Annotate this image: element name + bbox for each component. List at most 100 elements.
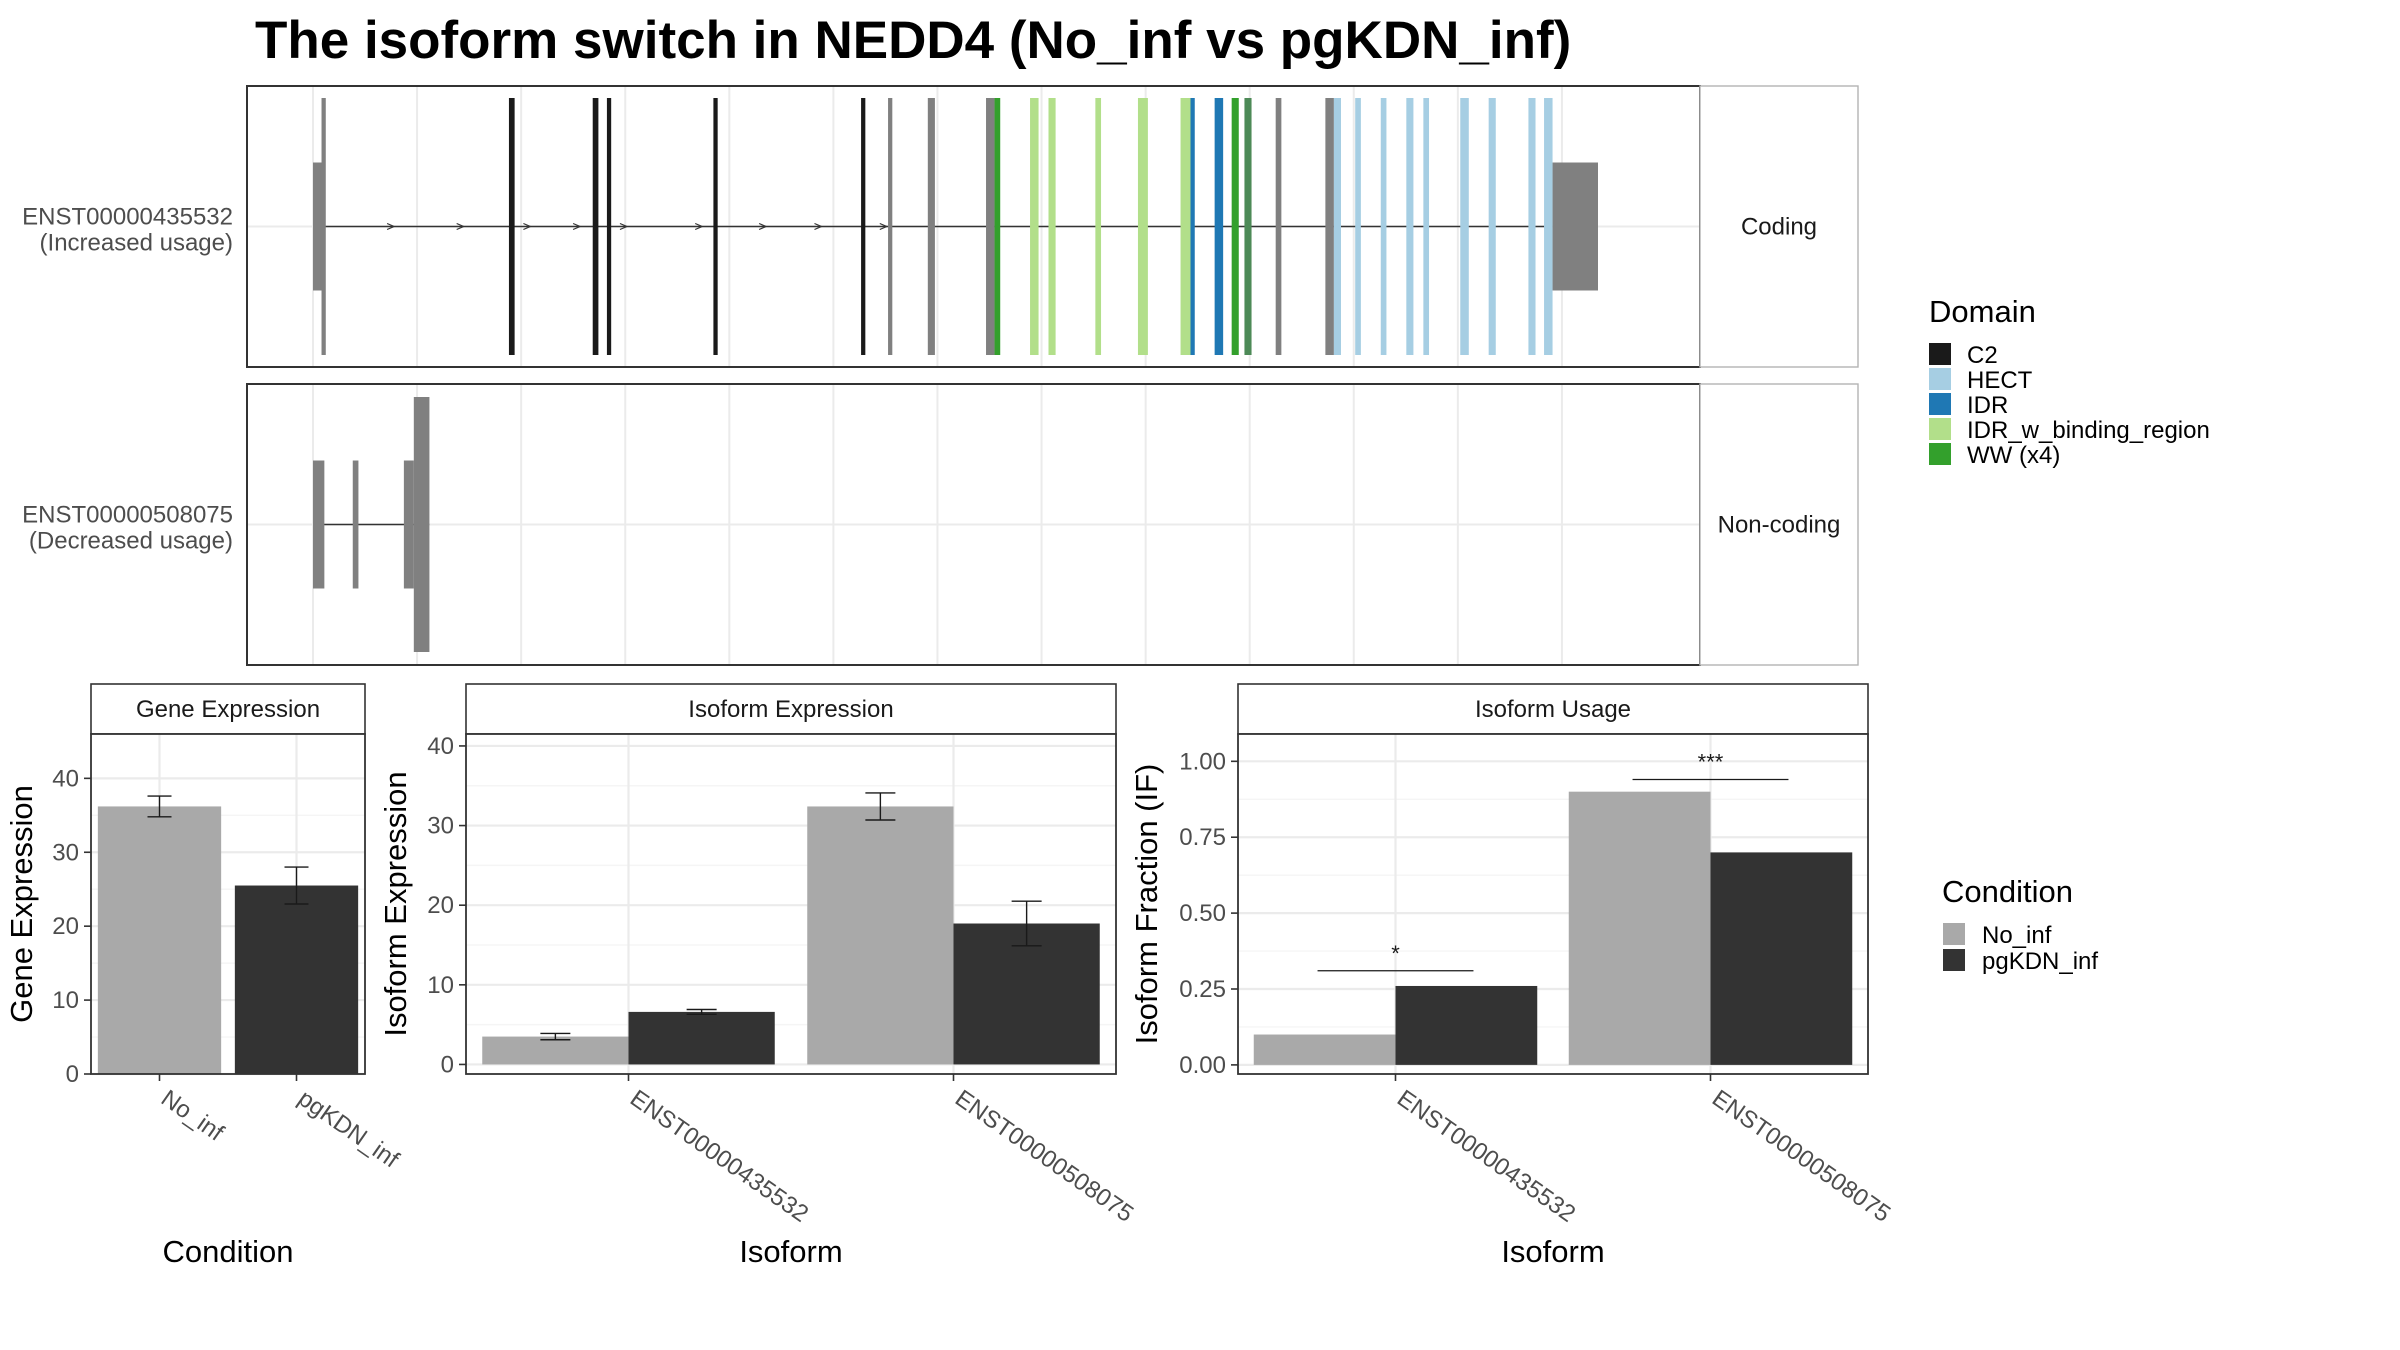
strand-arrow	[523, 222, 532, 231]
y-tick-label: 0.50	[1179, 900, 1226, 927]
exon-block	[606, 98, 612, 355]
y-tick-label: 0	[66, 1061, 79, 1088]
exon-block	[1180, 98, 1191, 355]
exon-block	[1355, 98, 1361, 355]
exon-block	[313, 460, 325, 589]
exon-block	[352, 460, 359, 589]
exon-block	[313, 162, 325, 291]
strip-label: Isoform Expression	[688, 696, 893, 723]
strand-arrow	[694, 222, 704, 231]
y-tick-label: 0.25	[1179, 976, 1226, 1003]
strand-arrow	[619, 222, 629, 231]
exon-block	[1244, 98, 1252, 355]
strip-label: Non-coding	[1718, 512, 1841, 539]
significance-label: ***	[1698, 750, 1724, 775]
isoform-expression-panel: Isoform Expression 0 10 20 30 40 ENST000004355…	[378, 683, 1138, 1269]
bar	[953, 923, 1100, 1065]
legend-title: Domain	[1929, 294, 2036, 329]
bar	[1395, 985, 1538, 1065]
transcript-row: Non-coding ENST00000508075(Decreased usag…	[22, 383, 1859, 666]
legend-label: IDR	[1967, 392, 2008, 419]
legend-key	[1943, 923, 1965, 945]
legend-key	[1929, 418, 1951, 440]
exon-block	[592, 98, 599, 355]
exon-block	[1048, 98, 1056, 355]
exon-block	[927, 98, 935, 355]
x-axis-label: Condition	[163, 1234, 294, 1269]
exon-block	[713, 98, 718, 355]
plot-border	[1237, 733, 1869, 1075]
y-tick-label: 0.75	[1179, 824, 1226, 851]
legend-key	[1929, 393, 1951, 415]
exon-block	[994, 98, 1001, 355]
strip-label: Isoform Usage	[1475, 696, 1631, 723]
legend-label: HECT	[1967, 367, 2033, 394]
exon-block	[1488, 98, 1496, 355]
transcript-id-label: ENST00000435532	[22, 204, 233, 231]
exon-block	[1423, 98, 1430, 355]
exon-block	[508, 98, 515, 355]
strip-box	[90, 683, 366, 735]
legend-label: WW (x4)	[1967, 442, 2060, 469]
strip-box	[1699, 383, 1859, 666]
gene-expression-panel: Gene Expression 0 10 20 30 40 No_inf pgKDN_inf C…	[4, 683, 404, 1269]
exon-block	[861, 98, 866, 355]
legend-key	[1929, 443, 1951, 465]
y-tick-label: 20	[427, 892, 454, 919]
isoform-usage-panel: Isoform Usage****0.000.250.500.751.00ENS…	[1129, 683, 1895, 1269]
y-axis-label: Isoform Fraction (IF)	[1129, 764, 1164, 1045]
y-tick-label: 20	[52, 913, 79, 940]
y-tick-label: 1.00	[1179, 748, 1226, 775]
x-axis-label: Isoform	[739, 1234, 842, 1269]
exon-block	[1325, 98, 1334, 355]
legend-title: Condition	[1942, 874, 2073, 909]
exon-block	[1214, 98, 1224, 355]
y-tick-label: 0	[441, 1051, 454, 1078]
strand-arrow	[386, 222, 396, 231]
transcript-row: Coding ENST00000435532(Increased usage)	[22, 85, 1859, 368]
y-tick-label: 40	[427, 733, 454, 760]
exon-block	[1544, 98, 1553, 355]
bar	[482, 1036, 629, 1065]
exon-block	[1333, 98, 1341, 355]
bar	[97, 806, 222, 1074]
y-tick-label: 30	[52, 839, 79, 866]
exon-block	[1552, 162, 1598, 291]
exon-block	[321, 98, 326, 355]
strand-arrow	[572, 222, 582, 231]
strip-box	[1237, 683, 1869, 735]
isoform-structures-panel: Coding ENST00000435532(Increased usage) No…	[22, 85, 1859, 666]
bar	[1253, 1034, 1396, 1065]
significance-label: *	[1391, 941, 1400, 966]
y-tick-label: 0.00	[1179, 1052, 1226, 1079]
y-tick-label: 30	[427, 813, 454, 840]
figure-title: The isoform switch in NEDD4 (No_inf vs p…	[255, 11, 1571, 70]
transcript-usage-label: (Decreased usage)	[29, 528, 233, 555]
x-tick-label: No_inf	[156, 1085, 229, 1147]
bar	[1710, 852, 1853, 1065]
x-tick-label: ENST00000508075	[1707, 1085, 1895, 1228]
y-tick-label: 10	[52, 987, 79, 1014]
exon-block	[1406, 98, 1414, 355]
y-axis-label: Isoform Expression	[378, 771, 413, 1036]
y-tick-label: 40	[52, 765, 79, 792]
bar	[234, 885, 359, 1074]
bar	[1568, 791, 1711, 1065]
exon-block	[1528, 98, 1536, 355]
bar	[628, 1011, 775, 1065]
legend-label: IDR_w_binding_region	[1967, 417, 2210, 444]
strip-box	[1699, 85, 1859, 368]
exon-block	[1275, 98, 1282, 355]
x-tick-label: pgKDN_inf	[293, 1085, 404, 1174]
legend-key	[1929, 368, 1951, 390]
x-tick-label: ENST00000508075	[950, 1085, 1138, 1228]
exon-block	[1190, 98, 1195, 355]
exon-block	[403, 460, 414, 589]
legend-label: C2	[1967, 342, 1998, 369]
bar	[807, 806, 954, 1065]
y-axis-label: Gene Expression	[4, 785, 39, 1023]
strand-arrow	[456, 222, 466, 231]
